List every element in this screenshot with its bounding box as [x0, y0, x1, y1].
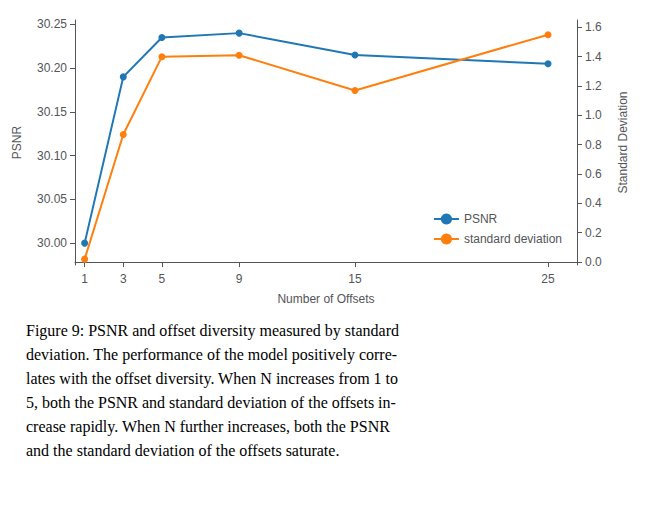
svg-text:crease rapidly. When N further: crease rapidly. When N further increases…: [26, 418, 390, 436]
svg-text:PSNR: PSNR: [10, 125, 24, 159]
svg-text:standard deviation: standard deviation: [464, 232, 562, 246]
svg-text:Number of Offsets: Number of Offsets: [277, 292, 374, 306]
svg-text:30.00: 30.00: [37, 236, 67, 250]
svg-text:1.2: 1.2: [585, 79, 602, 93]
svg-text:15: 15: [348, 272, 362, 286]
svg-text:30.15: 30.15: [37, 105, 67, 119]
svg-text:1.4: 1.4: [585, 50, 602, 64]
svg-text:30.20: 30.20: [37, 61, 67, 75]
svg-text:Figure 9: PSNR and offset dive: Figure 9: PSNR and offset diversity meas…: [26, 322, 399, 340]
svg-text:0.0: 0.0: [585, 255, 602, 269]
svg-text:30.25: 30.25: [37, 17, 67, 31]
svg-text:0.2: 0.2: [585, 226, 602, 240]
svg-text:and the standard deviation of: and the standard deviation of the offset…: [26, 442, 339, 459]
svg-text:1.6: 1.6: [585, 20, 602, 34]
svg-text:deviation. The performance of: deviation. The performance of the model …: [26, 346, 397, 364]
svg-text:1: 1: [81, 272, 88, 286]
svg-text:1.0: 1.0: [585, 108, 602, 122]
svg-text:25: 25: [541, 272, 555, 286]
svg-text:30.05: 30.05: [37, 192, 67, 206]
svg-text:0.6: 0.6: [585, 167, 602, 181]
svg-text:lates with the offset diversit: lates with the offset diversity. When N …: [26, 370, 398, 388]
svg-text:5: 5: [159, 272, 166, 286]
svg-text:Standard Deviation: Standard Deviation: [616, 91, 630, 193]
svg-text:30.10: 30.10: [37, 149, 67, 163]
svg-text:0.8: 0.8: [585, 138, 602, 152]
svg-text:9: 9: [236, 272, 243, 286]
svg-text:PSNR: PSNR: [464, 212, 498, 226]
svg-text:3: 3: [120, 272, 127, 286]
svg-text:0.4: 0.4: [585, 196, 602, 210]
svg-text:5, both the PSNR and standard: 5, both the PSNR and standard deviation …: [26, 394, 396, 411]
